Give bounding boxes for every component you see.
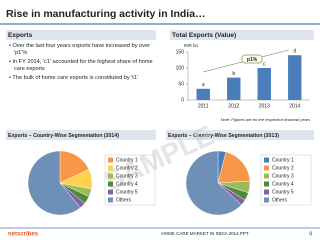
legend-swatch	[108, 197, 113, 203]
bar-label: b	[232, 71, 235, 77]
legend-swatch	[264, 173, 269, 179]
legend-swatch	[108, 165, 113, 171]
bullet: In FY 2014, 'c1' accounted for the highe…	[8, 59, 164, 73]
bar-label: a	[202, 82, 205, 88]
legend-swatch	[264, 181, 269, 187]
section-heading: Exports – Country-Wise Segmentation (201…	[168, 133, 279, 139]
section-bar	[6, 30, 156, 40]
legend-label: Country 2	[272, 165, 294, 171]
legend-box	[104, 154, 156, 206]
section-bar	[6, 130, 156, 140]
section-heading: Total Exports (Value)	[172, 32, 236, 39]
slide-title: Rise in manufacturing activity in India…	[6, 8, 206, 20]
legend-label: Country 3	[272, 173, 294, 179]
section-heading: Exports	[8, 32, 33, 39]
legend-label: Country 5	[116, 189, 138, 195]
legend-label: Country 4	[116, 181, 138, 187]
bullet: Over the last four years exports have in…	[8, 43, 164, 57]
x-tick-label: 2014	[289, 103, 300, 109]
legend-label: Country 5	[272, 189, 294, 195]
legend-box	[260, 154, 312, 206]
pie-slice	[27, 150, 81, 216]
pie-slice	[185, 150, 242, 216]
legend-label: Country 4	[272, 181, 294, 187]
footer-text: HOME CARE MARKET IN INDIA 2014.PPT	[161, 231, 248, 236]
page-number: 9	[309, 231, 312, 237]
legend-label: Country 1	[116, 157, 138, 163]
legend-label: Country 3	[116, 173, 138, 179]
legend-swatch	[264, 165, 269, 171]
x-tick-label: 2013	[259, 103, 270, 109]
bar	[257, 68, 271, 100]
legend-swatch	[108, 181, 113, 187]
annotation-box	[241, 54, 263, 64]
bar	[227, 77, 241, 100]
note: Note: Figures are for the respective fin…	[221, 117, 310, 122]
legend-swatch	[108, 189, 113, 195]
legend-swatch	[108, 173, 113, 179]
section-heading: Exports – Country-Wise Segmentation (201…	[8, 133, 119, 139]
y-tick-label: 0	[181, 97, 184, 103]
logo: netscribes	[8, 232, 39, 238]
y-tick-label: 100	[176, 65, 185, 71]
bar-label: c	[263, 61, 266, 67]
annotation: p1%	[247, 57, 258, 63]
legend-swatch	[264, 189, 269, 195]
bullet: The bulk of home care exports is constit…	[8, 75, 164, 82]
y-tick-label: 150	[176, 49, 185, 55]
legend-label: Others	[116, 197, 132, 203]
unit-label: INR bn	[184, 43, 199, 48]
section-bar	[170, 30, 314, 40]
legend-label: Country 1	[272, 157, 294, 163]
bar	[288, 55, 302, 100]
legend-swatch	[264, 157, 269, 163]
bar-label: d	[293, 49, 296, 55]
bar	[196, 88, 210, 100]
pie-slice	[217, 151, 251, 184]
x-tick-label: 2012	[228, 103, 239, 109]
y-tick-label: 50	[178, 81, 184, 87]
legend-label: Country 2	[116, 165, 138, 171]
legend-label: Others	[272, 197, 288, 203]
x-tick-label: 2011	[198, 103, 209, 109]
legend-swatch	[108, 157, 113, 163]
section-bar	[166, 130, 314, 140]
legend-swatch	[264, 197, 269, 203]
